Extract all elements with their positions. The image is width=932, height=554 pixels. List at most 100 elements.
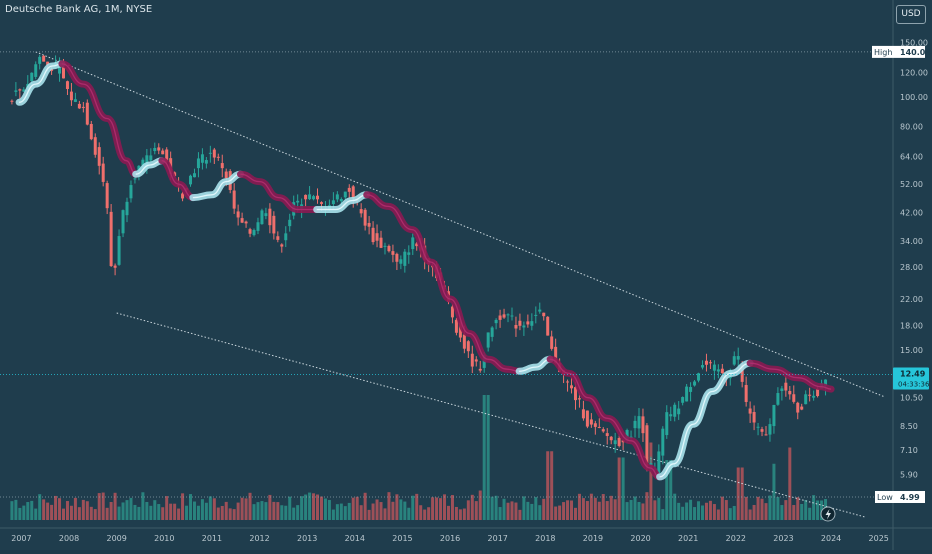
candle-body bbox=[121, 210, 125, 234]
volume-bar bbox=[161, 507, 165, 520]
candle-body bbox=[407, 252, 411, 255]
volume-bar bbox=[260, 501, 264, 520]
price-tick-label: 18.00 bbox=[900, 322, 923, 331]
volume-bar bbox=[300, 496, 304, 520]
ribbon-bear-edge bbox=[161, 160, 194, 199]
candle-body bbox=[224, 171, 228, 179]
high-label: High bbox=[874, 48, 892, 57]
candle-body bbox=[661, 428, 665, 456]
volume-bar bbox=[427, 507, 431, 520]
candle-body bbox=[304, 194, 308, 200]
volume-bar bbox=[189, 494, 193, 520]
candle-body bbox=[280, 244, 284, 247]
volume-bar bbox=[566, 500, 570, 520]
time-tick-label: 2013 bbox=[297, 534, 317, 543]
currency-button[interactable]: USD bbox=[896, 5, 926, 24]
volume-bar bbox=[236, 502, 240, 520]
candle-body bbox=[268, 208, 272, 226]
volume-bar bbox=[816, 500, 820, 520]
time-tick-label: 2019 bbox=[583, 534, 603, 543]
volume-bar bbox=[141, 492, 145, 520]
candle-body bbox=[351, 186, 355, 199]
candle-body bbox=[685, 386, 689, 402]
candle-body bbox=[391, 251, 395, 255]
volume-bar bbox=[506, 502, 510, 520]
volume-bar bbox=[97, 493, 101, 520]
candle-body bbox=[784, 382, 788, 391]
price-tick-label: 80.00 bbox=[900, 123, 923, 132]
candle-body bbox=[649, 463, 653, 466]
volume-bar bbox=[192, 501, 196, 520]
candle-body bbox=[554, 346, 558, 363]
candle-body bbox=[478, 368, 482, 371]
volume-bar bbox=[645, 492, 649, 520]
volume-bar bbox=[10, 501, 14, 520]
volume-bar bbox=[367, 509, 371, 520]
candle-body bbox=[196, 158, 200, 169]
volume-bar bbox=[200, 499, 204, 520]
volume-bar bbox=[169, 503, 173, 520]
candle-body bbox=[625, 430, 629, 441]
candle-body bbox=[93, 137, 97, 155]
low-label: Low bbox=[877, 493, 893, 502]
volume-bar bbox=[379, 502, 383, 520]
volume-bar bbox=[149, 505, 153, 520]
candle-body bbox=[288, 219, 292, 227]
lightning-icon[interactable] bbox=[820, 506, 836, 522]
volume-bar bbox=[804, 499, 808, 520]
candle-body bbox=[248, 229, 252, 234]
candle-body bbox=[411, 237, 415, 250]
candle-body bbox=[145, 155, 149, 166]
volume-bar bbox=[736, 467, 740, 520]
candle-body bbox=[744, 384, 748, 402]
volume-bar bbox=[486, 395, 490, 520]
volume-bar bbox=[796, 497, 800, 520]
volume-bar bbox=[173, 503, 177, 520]
time-tick-label: 2025 bbox=[869, 534, 889, 543]
candle-body bbox=[804, 394, 808, 405]
time-tick-label: 2020 bbox=[630, 534, 650, 543]
candle-body bbox=[50, 68, 54, 71]
volume-bar bbox=[450, 495, 454, 520]
volume-bar bbox=[546, 451, 550, 520]
volume-bar bbox=[593, 497, 597, 520]
candle-body bbox=[81, 106, 85, 108]
volume-bar bbox=[137, 506, 141, 520]
candle-body bbox=[387, 245, 391, 252]
candle-body bbox=[824, 379, 828, 386]
candle-body bbox=[363, 209, 367, 226]
volume-bar bbox=[220, 505, 224, 520]
candle-body bbox=[605, 433, 609, 436]
time-axis[interactable]: 2007 2008 2009 2010 2011 2012 2013 2014 2015 2016… bbox=[11, 534, 889, 543]
volume-bar bbox=[657, 497, 661, 520]
candle-body bbox=[808, 394, 812, 396]
candle-body bbox=[570, 385, 574, 389]
volume-bar bbox=[387, 492, 391, 520]
candle-body bbox=[244, 221, 248, 224]
candle-body bbox=[796, 402, 800, 413]
volume-bar bbox=[704, 502, 708, 520]
volume-bar bbox=[133, 504, 137, 520]
candle-body bbox=[538, 309, 542, 312]
volume-bar bbox=[764, 503, 768, 520]
candle-body bbox=[470, 353, 474, 367]
candle-body bbox=[77, 103, 81, 109]
candle-body bbox=[486, 332, 490, 348]
candle-body bbox=[466, 341, 470, 352]
price-axis[interactable]: 150.00 120.00 100.00 80.00 64.00 52.00 42.00 34… bbox=[900, 39, 928, 480]
candle-body bbox=[577, 398, 581, 400]
volume-bar bbox=[439, 498, 443, 520]
price-tick-label: 150.00 bbox=[900, 39, 928, 48]
volume-bar bbox=[208, 496, 212, 520]
ribbon-bull-edge bbox=[316, 194, 367, 211]
candle-body bbox=[216, 156, 220, 158]
volume-bar bbox=[756, 496, 760, 520]
price-tick-label: 34.00 bbox=[900, 237, 923, 246]
chart-title: Deutsche Bank AG, 1M, NYSE bbox=[5, 4, 153, 15]
candle-body bbox=[264, 213, 268, 217]
volume-bar bbox=[661, 509, 665, 520]
volume-bar bbox=[113, 492, 117, 520]
volume-bar bbox=[327, 500, 331, 520]
